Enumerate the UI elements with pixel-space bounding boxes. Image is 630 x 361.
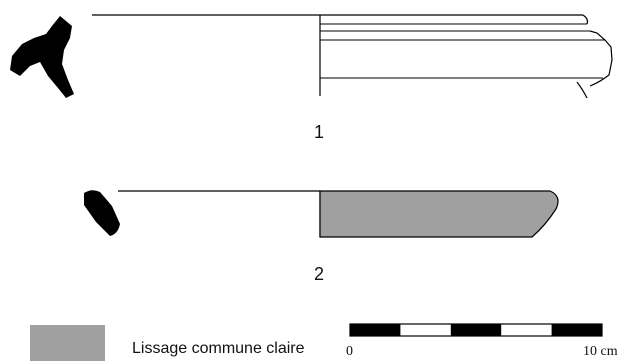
vessel-2-shaded-wall [319, 190, 559, 238]
vessel-2-section [84, 190, 120, 236]
scale-min-label: 0 [346, 344, 353, 359]
vessel-2 [84, 190, 559, 238]
scale-bar-segment [551, 324, 602, 336]
vessel-1-section [10, 16, 74, 98]
vessel-1-wall [576, 81, 588, 99]
scale-bar-segment [450, 324, 502, 336]
figure-number-2: 2 [313, 264, 324, 284]
figure-number-1: 1 [313, 122, 324, 142]
vessel-1-profile [582, 14, 589, 25]
scale-bar [349, 323, 603, 337]
vessel-1 [10, 14, 613, 99]
scale-bar-segment [350, 324, 401, 336]
scale-max-label: 10 cm [583, 344, 618, 359]
legend-swatch [30, 325, 105, 361]
vessel-1-flange [589, 30, 613, 87]
legend-label: Lissage commune claire [132, 340, 305, 357]
